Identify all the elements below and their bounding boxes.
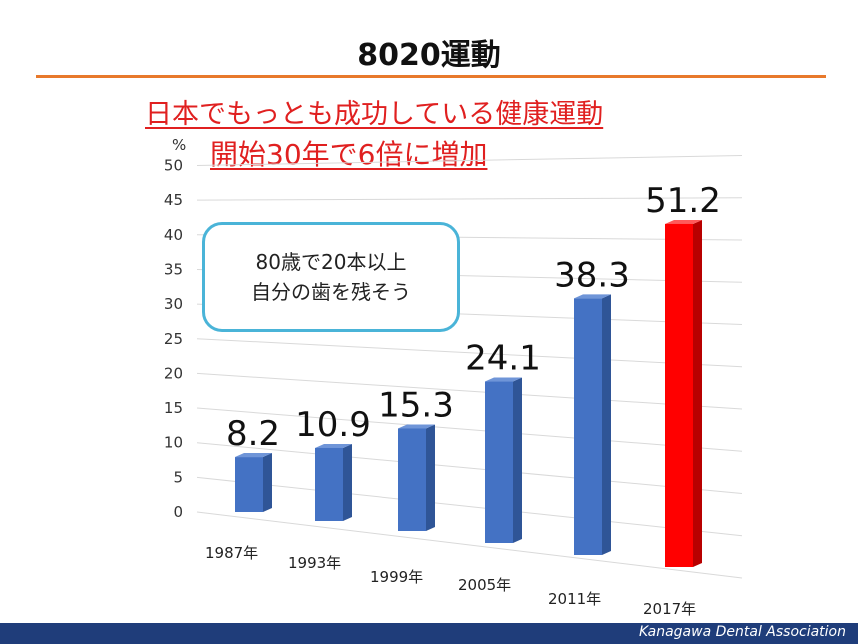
gridline bbox=[196, 407, 743, 452]
y-tick-label: 10 bbox=[164, 434, 183, 452]
x-tick-label: 1993年 bbox=[288, 554, 341, 572]
bar-top bbox=[574, 294, 611, 299]
gridline bbox=[196, 511, 743, 579]
bar-top bbox=[315, 443, 352, 448]
bar-front bbox=[485, 381, 513, 543]
bar bbox=[574, 294, 611, 555]
bar-side bbox=[263, 453, 272, 512]
bar-side bbox=[693, 219, 702, 567]
data-label: 15.3 bbox=[378, 385, 454, 425]
gridline bbox=[196, 197, 743, 201]
bar-top bbox=[235, 453, 272, 458]
x-tick-label: 1999年 bbox=[370, 568, 423, 586]
x-tick-label: 1987年 bbox=[205, 544, 258, 562]
bar bbox=[485, 377, 522, 543]
bar-front bbox=[398, 428, 426, 531]
callout-line-1: 80歳で20本以上 bbox=[255, 250, 407, 274]
bar-front bbox=[235, 457, 263, 512]
bar bbox=[235, 453, 272, 512]
bar-top bbox=[398, 424, 435, 429]
y-axis-unit-label: % bbox=[172, 136, 186, 154]
y-tick-label: 40 bbox=[164, 226, 183, 244]
title-divider bbox=[36, 75, 826, 78]
chart-data-labels: 8.2 10.9 15.3 24.1 38.3 51.2 bbox=[226, 181, 721, 454]
y-axis-ticks: 0 5 10 15 20 25 30 35 40 45 50 bbox=[164, 157, 183, 522]
y-tick-label: 30 bbox=[164, 295, 183, 313]
bar-top bbox=[665, 219, 702, 224]
y-tick-label: 20 bbox=[164, 364, 183, 382]
x-axis-ticks: 1987年 1993年 1999年 2005年 2011年 2017年 bbox=[205, 544, 696, 618]
y-tick-label: 35 bbox=[164, 260, 183, 278]
bar-side bbox=[513, 377, 522, 543]
y-tick-label: 50 bbox=[164, 157, 183, 175]
bar bbox=[398, 424, 435, 531]
slide-title: 8020運動 bbox=[357, 38, 501, 73]
subtitle-line-2: 開始30年で6倍に増加 bbox=[210, 138, 488, 171]
subtitle-line-1: 日本でもっとも成功している健康運動 bbox=[145, 99, 604, 130]
y-tick-label: 0 bbox=[173, 503, 183, 521]
data-label: 24.1 bbox=[465, 339, 541, 379]
data-label: 38.3 bbox=[554, 255, 630, 295]
bar bbox=[665, 219, 702, 567]
bar-top bbox=[485, 377, 522, 382]
callout-line-2: 自分の歯を残そう bbox=[251, 280, 411, 304]
data-label: 8.2 bbox=[226, 414, 280, 454]
bar-side bbox=[602, 294, 611, 555]
x-tick-label: 2017年 bbox=[643, 600, 696, 618]
gridline bbox=[196, 372, 743, 410]
y-tick-label: 45 bbox=[164, 191, 183, 209]
data-label: 10.9 bbox=[295, 405, 371, 445]
y-tick-label: 5 bbox=[173, 468, 183, 486]
x-tick-label: 2005年 bbox=[458, 576, 511, 594]
bar-side bbox=[343, 443, 352, 521]
callout-box: 80歳で20本以上 自分の歯を残そう bbox=[202, 222, 460, 332]
footer-organization: Kanagawa Dental Association bbox=[638, 624, 846, 640]
footer-bar: Kanagawa Dental Association bbox=[0, 623, 858, 644]
bar bbox=[315, 443, 352, 521]
bar-front bbox=[315, 447, 343, 521]
gridline bbox=[196, 442, 743, 494]
bar-front bbox=[574, 298, 602, 555]
gridline bbox=[196, 476, 743, 537]
chart-bars bbox=[235, 219, 702, 567]
x-tick-label: 2011年 bbox=[548, 590, 601, 608]
bar-front bbox=[665, 223, 693, 567]
data-label: 51.2 bbox=[645, 181, 721, 221]
bar-side bbox=[426, 424, 435, 531]
y-tick-label: 15 bbox=[164, 399, 183, 417]
gridline bbox=[196, 338, 743, 368]
y-tick-label: 25 bbox=[164, 330, 183, 348]
gridline bbox=[196, 155, 743, 166]
